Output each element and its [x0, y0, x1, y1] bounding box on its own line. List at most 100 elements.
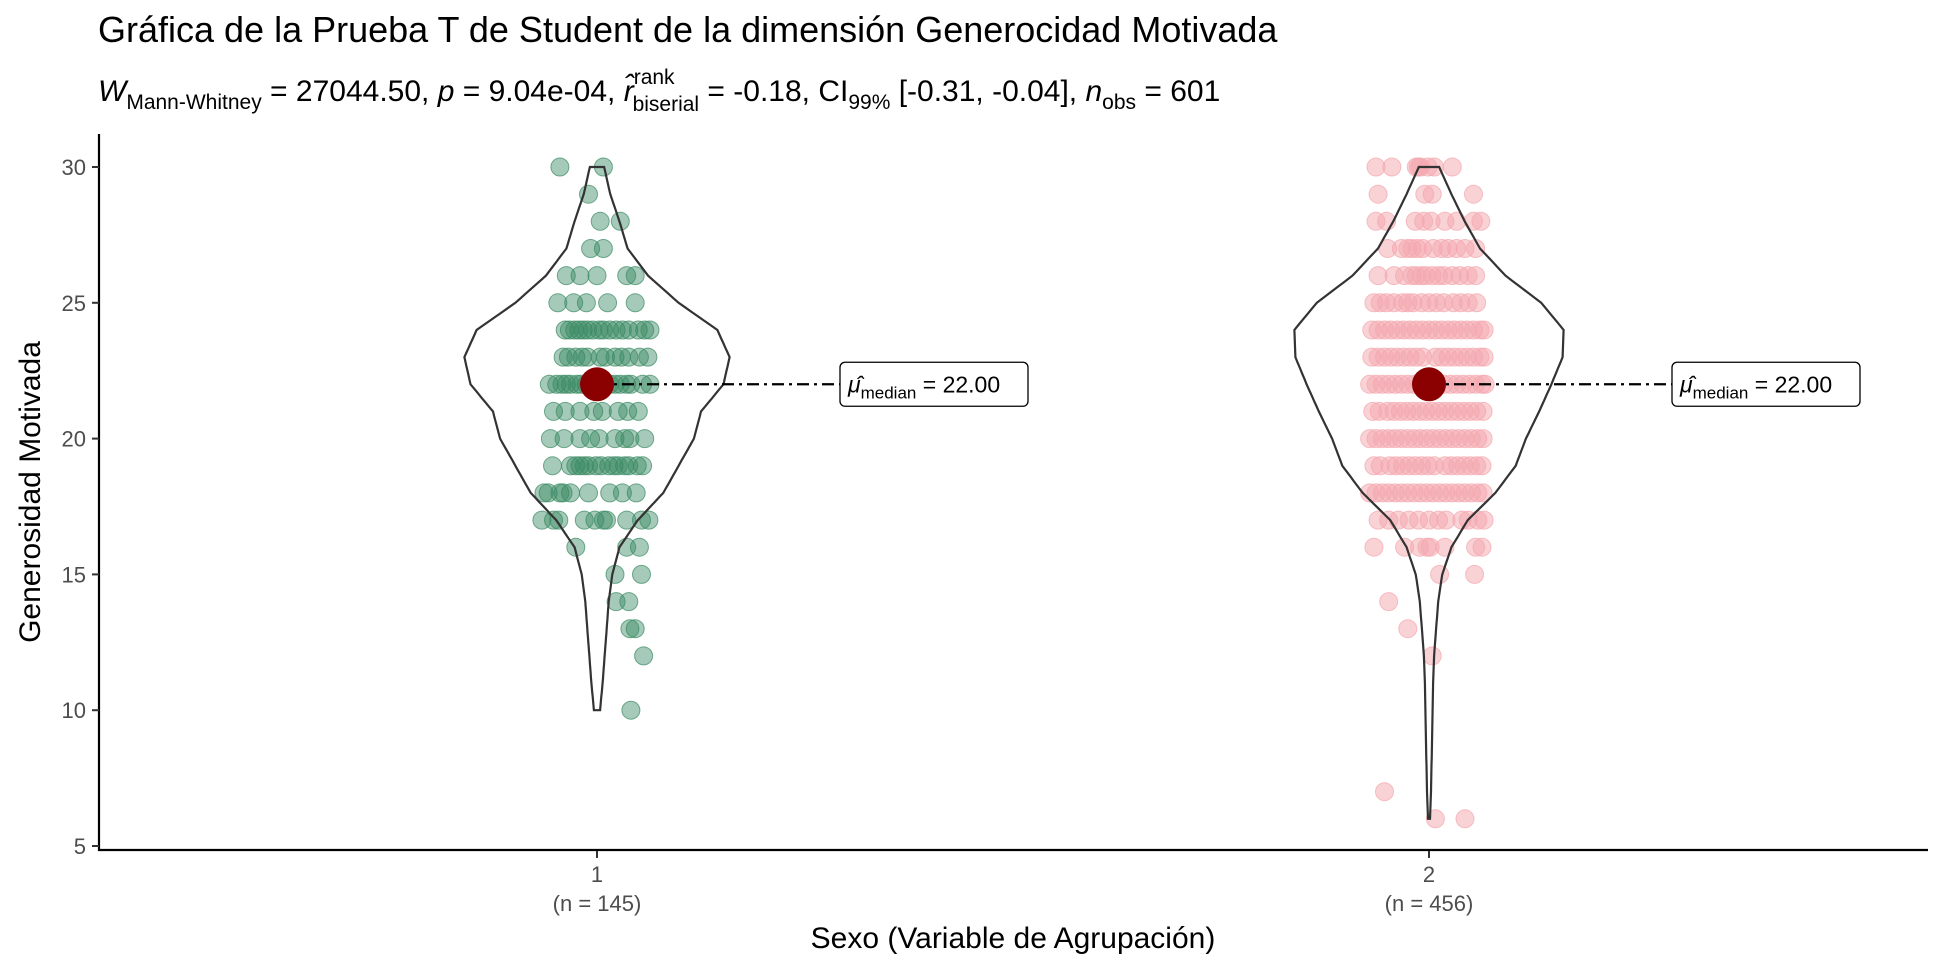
data-point-1-68 — [618, 401, 638, 421]
data-point-1-71 — [554, 429, 574, 449]
data-point-1-8 — [570, 266, 590, 286]
y-tick-label-30: 30 — [62, 155, 86, 180]
data-point-1-74 — [589, 429, 609, 449]
data-point-1-122 — [634, 646, 654, 666]
x-axis-title: Sexo (Variable de Agrupación) — [811, 922, 1216, 955]
data-point-2-210 — [1430, 564, 1450, 584]
data-point-1-30 — [628, 320, 648, 340]
data-point-1-11 — [625, 266, 645, 286]
x-tick-label-2: 2 — [1423, 862, 1435, 887]
data-point-1-99 — [579, 483, 598, 503]
data-point-1-48 — [556, 374, 576, 394]
data-point-1-97 — [553, 483, 573, 503]
data-point-2-214 — [1422, 646, 1442, 666]
median-point-2 — [1412, 367, 1446, 402]
data-point-2-46 — [1466, 266, 1486, 286]
data-point-1-34 — [558, 347, 578, 367]
w-subscript: Mann-Whitney — [126, 91, 262, 114]
data-point-2-11 — [1464, 184, 1483, 204]
data-point-1-98 — [561, 483, 580, 503]
data-point-1-69 — [628, 401, 648, 421]
data-point-2-217 — [1455, 809, 1475, 829]
median-subscript: median — [1693, 383, 1749, 402]
data-point-1-3 — [590, 211, 610, 231]
data-point-1-92 — [627, 456, 647, 476]
data-point-1-70 — [540, 429, 560, 449]
data-point-1-120 — [620, 619, 640, 639]
plot-area: μ̂median = 22.00 μ̂median = 22.00 — [463, 157, 1861, 829]
y-tick-label-5: 5 — [74, 834, 86, 859]
y-tick-label-20: 20 — [62, 427, 86, 452]
data-point-1-31 — [635, 320, 655, 340]
data-point-1-66 — [592, 401, 612, 421]
data-point-1-32 — [640, 320, 660, 340]
median-label-1: μ̂median = 22.00 — [847, 371, 1000, 402]
ci-subscript: 99% — [848, 91, 890, 114]
r-subscript: biserial — [633, 93, 700, 116]
data-point-1-12 — [548, 293, 568, 313]
data-point-1-88 — [604, 456, 624, 476]
w-value: = 27044.50, — [262, 75, 438, 108]
x-count-label-2: (n = 456) — [1385, 891, 1474, 916]
data-point-2-153 — [1473, 429, 1493, 449]
data-point-2-189 — [1473, 483, 1493, 503]
data-point-1-14 — [576, 293, 596, 313]
data-point-1-78 — [635, 429, 655, 449]
data-point-1-64 — [570, 401, 590, 421]
data-point-1-63 — [555, 401, 575, 421]
data-point-1-102 — [626, 483, 646, 503]
violin-1 — [463, 165, 731, 712]
data-point-1-0 — [550, 157, 570, 177]
n-subscript: obs — [1102, 91, 1136, 114]
median-label-box-1 — [839, 361, 1029, 407]
data-point-1-23 — [583, 320, 603, 340]
data-point-2-10 — [1422, 184, 1442, 204]
data-point-1-94 — [534, 483, 554, 503]
y-tick-label-25: 25 — [62, 291, 86, 316]
p-symbol: p — [437, 75, 455, 108]
data-point-1-24 — [589, 320, 609, 340]
group-2 — [1360, 157, 1495, 829]
data-point-1-77 — [620, 429, 640, 449]
p-value: = 9.04e-04, — [454, 75, 623, 108]
data-point-1-101 — [612, 483, 632, 503]
data-point-1-106 — [574, 510, 594, 530]
data-point-2-20 — [1471, 211, 1491, 231]
data-point-2-80 — [1474, 320, 1494, 340]
data-point-1-35 — [566, 347, 586, 367]
data-point-2-1 — [1382, 157, 1402, 177]
data-point-1-28 — [612, 320, 632, 340]
data-point-1-76 — [615, 429, 635, 449]
y-axis-ticks: 5 10 15 20 25 30 — [62, 155, 99, 859]
data-point-1-121 — [625, 619, 645, 639]
data-point-1-105 — [549, 510, 569, 530]
data-point-2-211 — [1465, 564, 1485, 584]
r-value: = -0.18, — [699, 75, 818, 108]
data-point-1-89 — [608, 456, 628, 476]
data-point-1-115 — [629, 537, 649, 557]
chart-subtitle: WMann-Whitney = 27044.50, p = 9.04e-04, … — [98, 66, 1220, 116]
median-mu-symbol: μ̂ — [847, 371, 865, 397]
y-tick-label-10: 10 — [62, 698, 86, 723]
median-label-2: μ̂median = 22.00 — [1679, 371, 1832, 402]
n-symbol: n — [1085, 75, 1102, 108]
data-point-1-38 — [590, 347, 610, 367]
r-symbol: r̂ — [624, 74, 635, 108]
data-point-1-46 — [547, 374, 567, 394]
median-point-1 — [580, 367, 614, 402]
data-point-1-7 — [556, 266, 576, 286]
data-point-1-110 — [617, 510, 637, 530]
median-mu-symbol: μ̂ — [1679, 371, 1697, 397]
group-1 — [532, 157, 660, 720]
y-tick-label-15: 15 — [62, 562, 86, 587]
data-point-1-21 — [573, 320, 593, 340]
r-superscript: rank — [634, 66, 675, 89]
data-point-1-42 — [619, 347, 639, 367]
data-point-1-95 — [538, 483, 558, 503]
data-point-1-16 — [625, 293, 645, 313]
y-axis-title: Generosidad Motivada — [14, 341, 47, 643]
data-point-1-15 — [598, 293, 618, 313]
x-tick-label-1: 1 — [591, 862, 603, 887]
data-point-1-49 — [561, 374, 580, 394]
